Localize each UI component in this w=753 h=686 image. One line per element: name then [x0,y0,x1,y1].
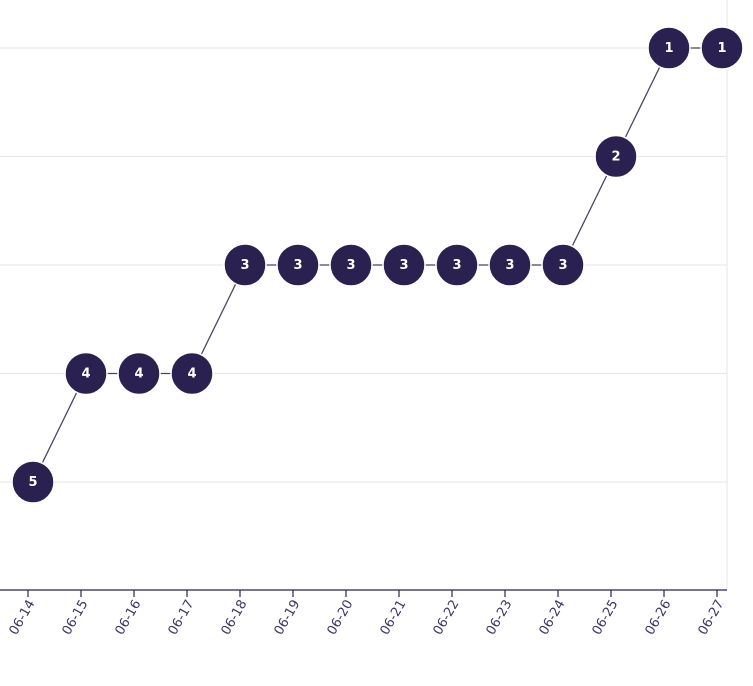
x-tick-label: 06-26 [643,598,675,638]
data-point[interactable]: 4 [170,351,214,396]
data-point[interactable]: 3 [541,243,585,287]
data-point-label: 4 [134,367,143,382]
x-tick-label: 06-19 [272,598,304,638]
data-point-marker[interactable] [117,351,161,396]
data-point[interactable]: 1 [647,26,691,70]
data-point-label: 2 [611,150,620,165]
x-tick-label: 06-15 [60,598,92,638]
x-tick-label: 06-25 [590,598,622,638]
data-point-label: 3 [293,258,302,273]
x-tick-label: 06-22 [431,598,463,638]
data-point-marker[interactable] [64,351,108,396]
data-point[interactable]: 3 [488,243,532,287]
data-point[interactable]: 3 [223,243,267,287]
data-point-label: 3 [505,258,514,273]
data-point-marker[interactable] [11,460,55,504]
x-tick-label: 06-14 [7,598,39,638]
data-point-label: 3 [240,258,249,273]
data-point-label: 3 [452,258,461,273]
gridlines [0,0,728,590]
data-point-marker[interactable] [223,243,267,287]
x-tick-labels: 06-14 06-15 06-16 06-17 06-18 06-19 06-20 06-21… [7,598,728,638]
data-point-label: 4 [187,367,196,382]
x-tick-label: 06-21 [378,598,410,638]
data-point-marker[interactable] [700,26,744,70]
data-point[interactable]: 4 [117,351,161,396]
data-points: 5 4 4 4 3 3 3 3 3 3 3 2 1 1 [11,26,744,504]
data-point-label: 3 [558,258,567,273]
x-tick-label: 06-17 [166,598,198,638]
x-tick-label: 06-18 [219,598,251,638]
data-point[interactable]: 1 [700,26,744,70]
data-point-marker[interactable] [488,243,532,287]
data-point-marker[interactable] [435,243,479,287]
data-point-label: 3 [399,258,408,273]
x-tick-label: 06-24 [537,598,569,638]
data-point-marker[interactable] [276,243,320,287]
data-point-label: 1 [717,41,726,56]
data-point[interactable]: 3 [435,243,479,287]
data-point-label: 1 [664,41,673,56]
x-tick-label: 06-20 [325,598,357,638]
data-point[interactable]: 4 [64,351,108,396]
data-point-marker[interactable] [594,134,638,179]
x-axis [0,589,727,597]
x-tick-label: 06-27 [696,598,728,638]
x-tick-label: 06-16 [113,598,145,638]
data-point[interactable]: 3 [329,243,373,287]
x-tick-label: 06-23 [484,598,516,638]
data-point-marker[interactable] [170,351,214,396]
data-point-label: 4 [81,367,90,382]
data-point-marker[interactable] [541,243,585,287]
data-point[interactable]: 3 [382,243,426,287]
data-point-marker[interactable] [647,26,691,70]
data-point-marker[interactable] [382,243,426,287]
data-point[interactable]: 3 [276,243,320,287]
data-point[interactable]: 5 [11,460,55,504]
data-point-marker[interactable] [329,243,373,287]
data-point-label: 3 [346,258,355,273]
data-point-label: 5 [28,475,37,490]
data-point[interactable]: 2 [594,134,638,179]
